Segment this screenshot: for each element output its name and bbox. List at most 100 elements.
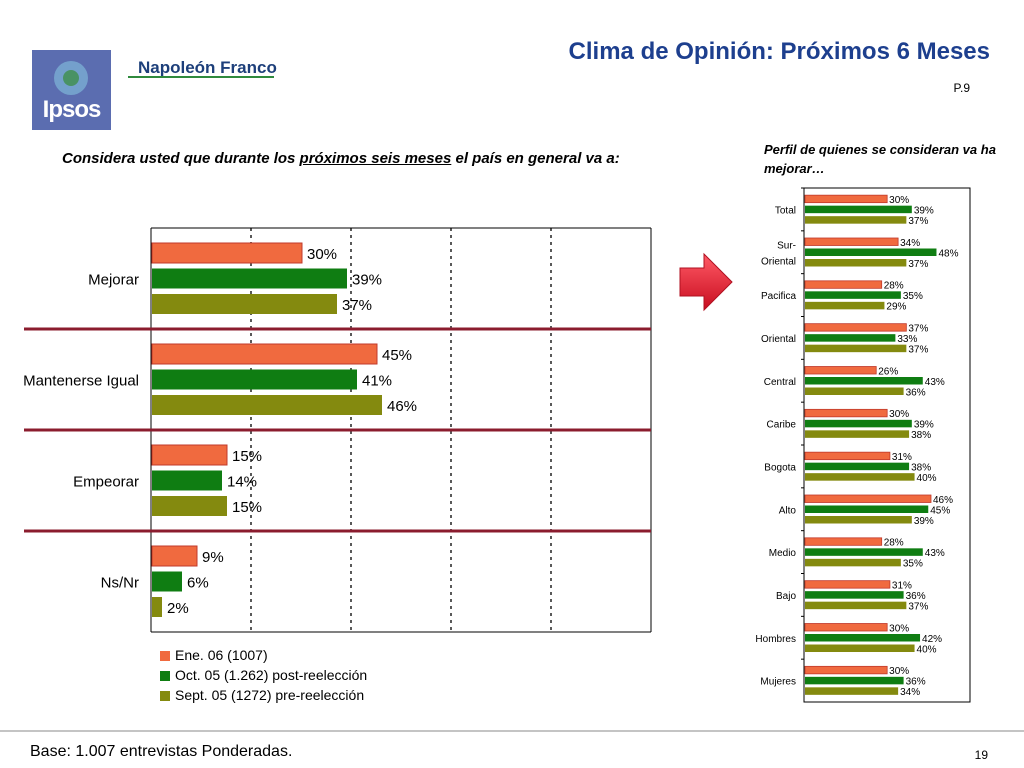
side-bar-value-label: 35% [903,559,923,570]
main-bar [151,242,303,264]
main-bar [152,571,182,592]
main-category-label: Mejorar [88,272,139,289]
side-bar-value-label: 37% [908,259,928,270]
side-bar-value-label: 36% [906,677,926,688]
side-bar [804,237,899,246]
side-bar [805,462,910,471]
legend-item-3: Sept. 05 (1272) pre-reelección [160,687,364,703]
footer-divider [0,730,1024,732]
side-bar-value-label: 43% [925,377,945,388]
side-bar [804,323,907,332]
main-bar-value-label: 46% [387,398,417,415]
legend-label-2: Oct. 05 (1.262) post-reelección [175,667,368,683]
main-bar [151,545,198,567]
side-bar [805,516,912,524]
side-category-label: Pacifica [761,291,796,302]
side-bar [805,291,901,299]
side-category-label: Caribe [767,420,797,431]
side-bar [804,623,888,632]
side-bar-value-label: 42% [922,634,942,645]
side-bar-value-label: 37% [908,323,928,334]
main-bar [152,597,162,617]
side-category-label: Hombres [755,634,796,645]
main-bar-chart: Mejorar 30% 39% 37% Mantenerse Igual 45% 41% 46… [23,227,652,633]
side-bar-value-label: 46% [933,495,953,506]
side-bar-value-label: 36% [906,591,926,602]
question-text: Considera usted que durante los próximos… [62,148,662,169]
side-bar [805,558,901,567]
main-bar [152,369,357,390]
side-category-label: Bajo [776,591,796,602]
side-bar [805,548,923,556]
side-category-label: Oriental [761,334,796,345]
side-bar [804,451,891,461]
side-bar-value-label: 31% [892,580,912,591]
side-bar-value-label: 33% [897,334,917,345]
main-category-label: Ns/Nr [101,575,139,592]
main-bar-value-label: 2% [167,600,189,617]
legend-swatch-1 [160,651,170,662]
question-underlined: próximos seis meses [299,150,452,167]
side-bar-value-label: 36% [906,387,926,398]
main-bar [152,496,227,516]
side-bar [804,580,891,589]
side-bar-value-label: 30% [889,623,909,634]
side-bar [805,344,907,353]
main-bar-value-label: 6% [187,575,209,592]
side-category-label: Mujeres [760,677,796,688]
main-bar [151,444,228,466]
page-code: P.9 [953,81,970,95]
side-bar [805,216,907,224]
main-bar-value-label: 30% [307,246,337,263]
side-category-label: Bogota [764,462,796,473]
side-bar [805,601,907,610]
side-bar-value-label: 38% [911,430,931,441]
side-bar [805,505,929,513]
legend-item-2: Oct. 05 (1.262) post-reelección [160,667,367,683]
side-bar-value-label: 45% [930,505,950,516]
side-bar-value-label: 30% [889,195,909,206]
side-bar [805,248,937,256]
question-part2: el país en general va a: [451,150,620,167]
perfil-bar-chart: Total30%39%37%Sur-Oriental34%48%37%Pacif… [755,187,971,703]
side-bar [805,644,915,652]
side-bar [805,301,885,310]
side-bar-value-label: 48% [938,248,958,259]
main-bar [151,343,378,365]
main-category-label: Mantenerse Igual [23,373,139,390]
side-bar [804,494,932,503]
page-title: Clima de Opinión: Próximos 6 Meses [568,38,990,65]
main-bar [152,268,347,289]
side-bar-value-label: 39% [914,205,934,216]
side-bar [805,473,915,481]
main-bar-value-label: 14% [227,474,257,491]
page-number: 19 [974,748,988,762]
side-bar [805,377,923,385]
legend-swatch-2 [160,671,170,682]
side-category-label: Alto [779,505,797,516]
side-bar-value-label: 43% [925,548,945,559]
question-part1: Considera usted que durante los [62,150,300,167]
side-bar [805,687,899,695]
side-bar [804,537,883,546]
side-bar-value-label: 37% [908,216,928,227]
side-bar-value-label: 40% [917,644,937,655]
main-bar-value-label: 39% [352,272,382,289]
main-bar-value-label: 9% [202,549,224,566]
side-bar [805,259,907,267]
main-bar [152,395,382,415]
main-bar [152,470,222,491]
side-bar-value-label: 35% [903,291,923,302]
legend-swatch-3 [160,691,170,702]
side-bar-value-label: 39% [914,420,934,431]
logo-text: Ipsos [42,96,102,123]
side-bar-value-label: 34% [900,687,920,698]
main-bar-value-label: 41% [362,373,392,390]
side-bar-value-label: 28% [884,538,904,549]
side-bar [804,665,888,675]
ipsos-logo: Ipsos [32,50,111,130]
perfil-title: Perfil de quienes se consideran va ha me… [764,142,996,176]
side-bar-value-label: 37% [908,344,928,355]
side-bar-value-label: 28% [884,281,904,292]
side-bar [805,676,904,685]
